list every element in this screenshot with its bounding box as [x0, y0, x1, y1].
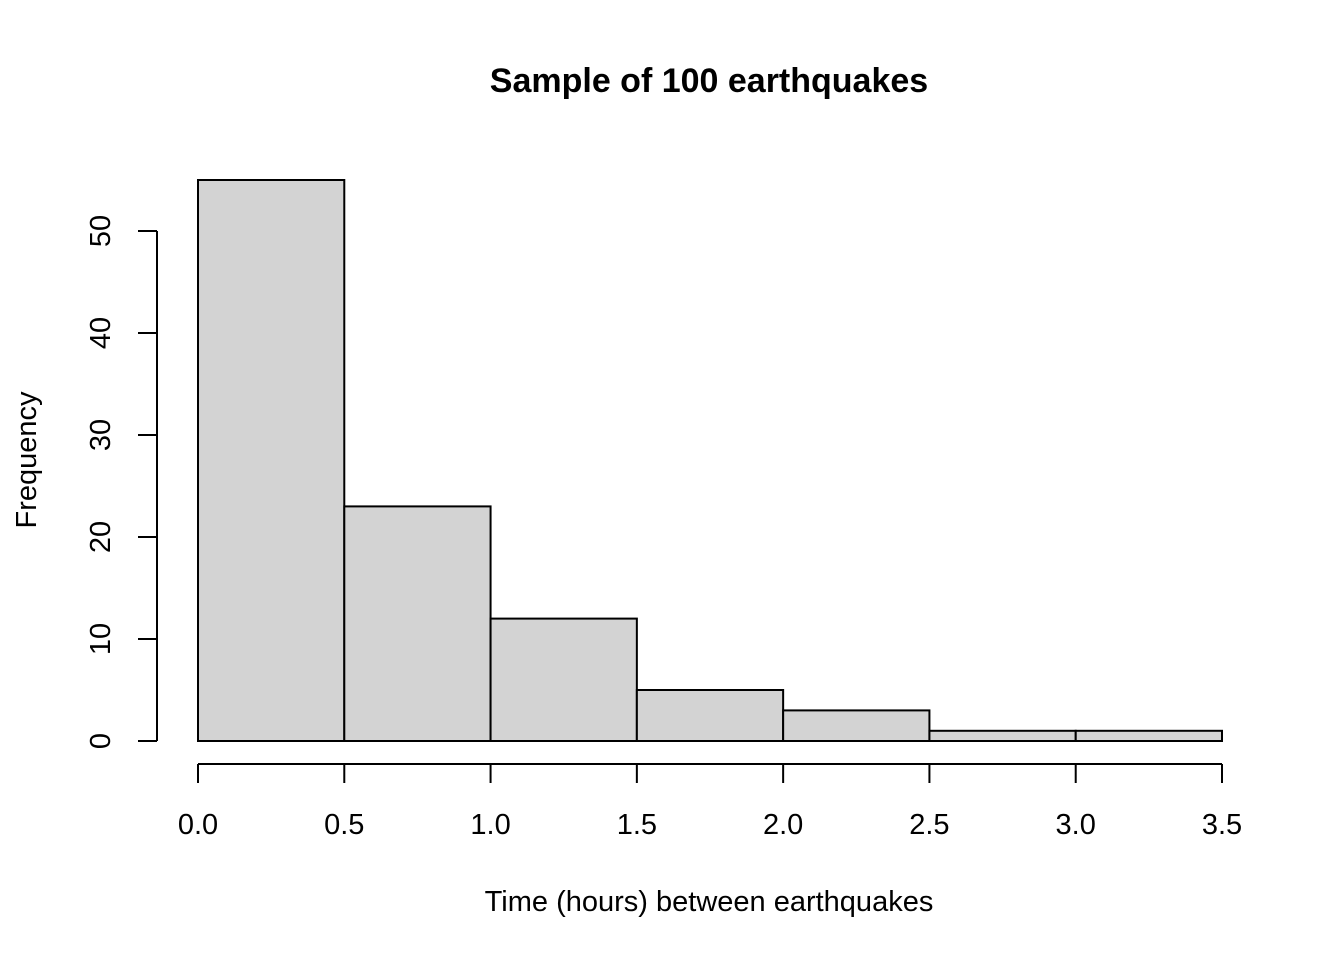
- x-axis-label: Time (hours) between earthquakes: [485, 886, 934, 918]
- histogram-bar-6: [1074, 729, 1223, 742]
- y-tick-label-5: 50: [85, 215, 117, 247]
- y-tick-label-3: 30: [85, 419, 117, 451]
- histogram-bar-5: [928, 729, 1077, 742]
- x-axis: 0.0 0.5 1.0 1.5 2.0 2.5 3.0 3.5: [178, 763, 1242, 841]
- histogram-bar-3: [635, 689, 785, 742]
- chart-title: Sample of 100 earthquakes: [490, 62, 928, 100]
- x-tick-label-6: 3.0: [1056, 809, 1096, 841]
- x-tick-label-1: 0.5: [324, 809, 364, 841]
- y-axis: 0 10 20 30 40 50: [85, 215, 158, 749]
- y-tick-label-4: 40: [85, 317, 117, 349]
- y-tick-label-1: 10: [85, 623, 117, 655]
- y-tick-label-0: 0: [85, 733, 117, 749]
- x-tick-label-5: 2.5: [909, 809, 949, 841]
- y-axis-label: Frequency: [11, 391, 43, 529]
- x-tick-label-2: 1.0: [470, 809, 510, 841]
- histogram-bar-4: [782, 709, 931, 743]
- x-tick-label-4: 2.0: [763, 809, 803, 841]
- x-tick-label-7: 3.5: [1202, 809, 1242, 841]
- histogram-bar-0: [197, 179, 346, 742]
- histogram-bar-2: [489, 617, 638, 742]
- x-tick-label-3: 1.5: [617, 809, 657, 841]
- y-tick-label-2: 20: [85, 521, 117, 553]
- x-tick-label-0: 0.0: [178, 809, 218, 841]
- histogram-bar-1: [343, 505, 492, 742]
- bars-group: [197, 179, 1223, 743]
